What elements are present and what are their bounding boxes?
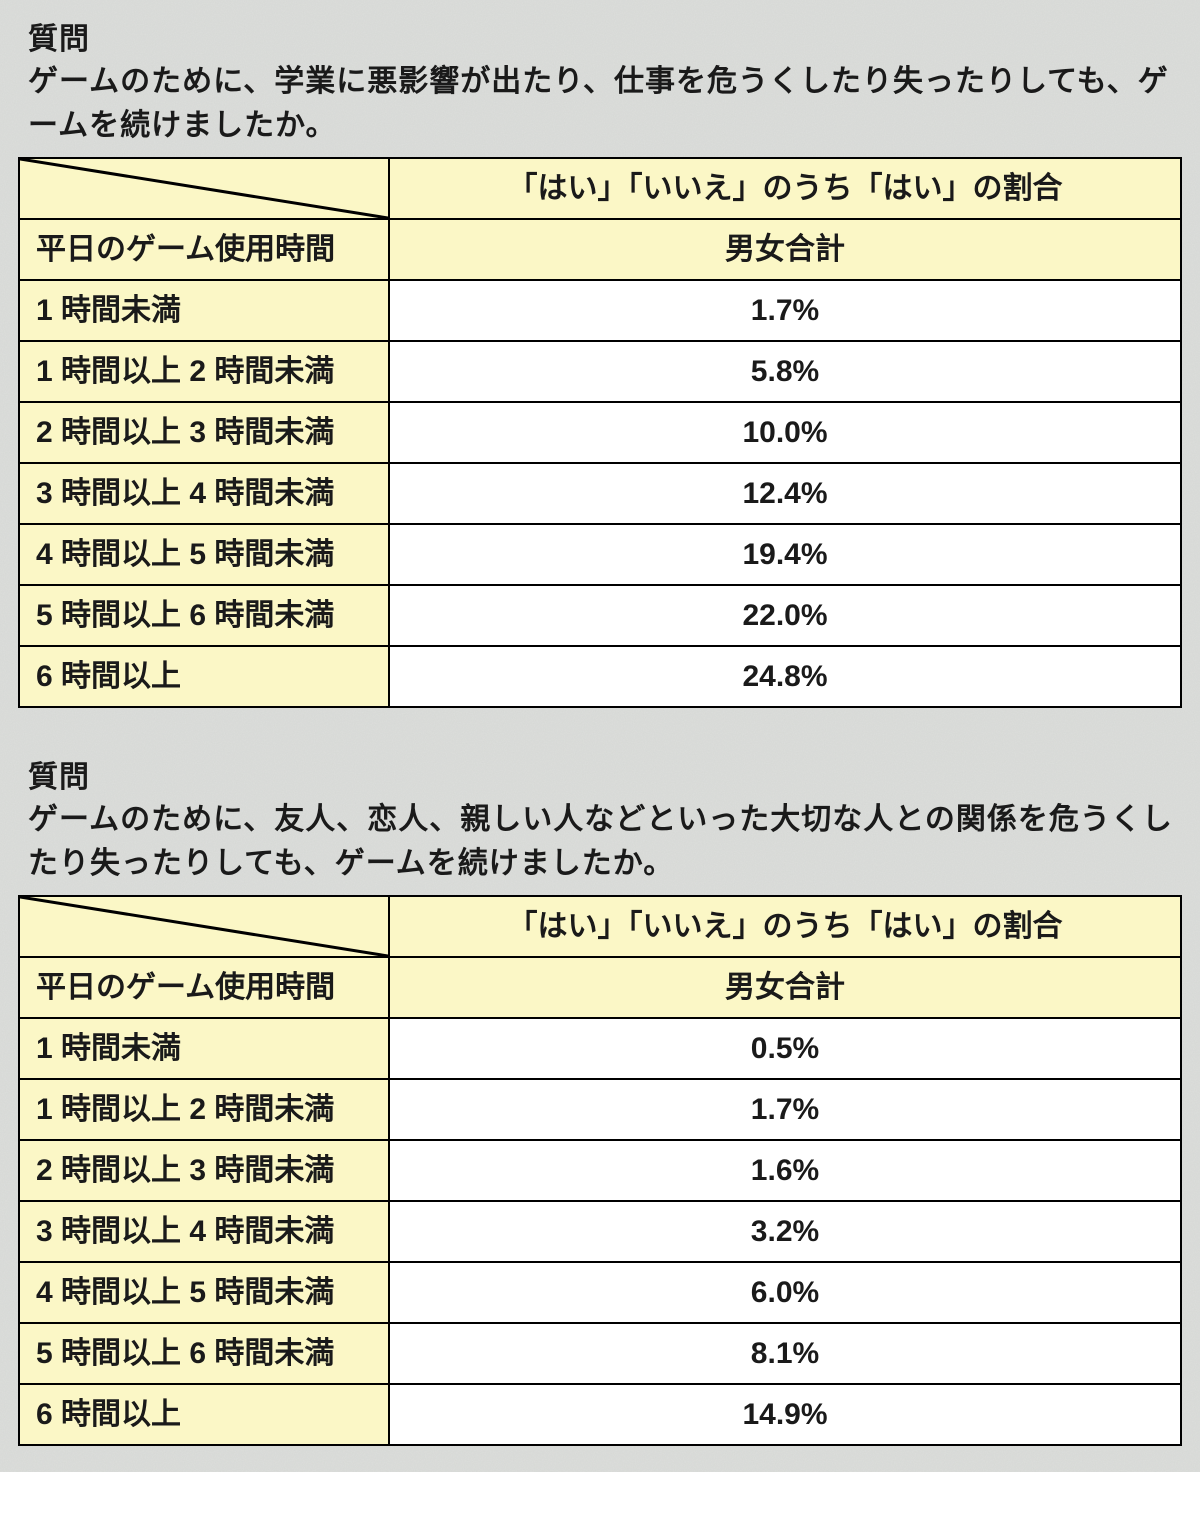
table-row: 3 時間以上 4 時間未満12.4% xyxy=(19,463,1181,524)
row-value: 10.0% xyxy=(389,402,1181,463)
table-row: 3 時間以上 4 時間未満3.2% xyxy=(19,1201,1181,1262)
row-value: 24.8% xyxy=(389,646,1181,707)
row-label: 2 時間以上 3 時間未満 xyxy=(19,402,389,463)
table-row: 1 時間以上 2 時間未満1.7% xyxy=(19,1079,1181,1140)
table-row: 5 時間以上 6 時間未満22.0% xyxy=(19,585,1181,646)
row-value: 12.4% xyxy=(389,463,1181,524)
content: 質問 ゲームのために、学業に悪影響が出たり、仕事を危うくしたり失ったりしても、ゲ… xyxy=(18,14,1182,1446)
row-value: 1.7% xyxy=(389,280,1181,341)
diagonal-header-cell xyxy=(19,158,389,219)
row-label: 6 時間以上 xyxy=(19,1384,389,1445)
row-label: 2 時間以上 3 時間未満 xyxy=(19,1140,389,1201)
question-text-2: ゲームのために、友人、恋人、親しい人などといった大切な人との関係を危うくしたり失… xyxy=(28,798,1182,885)
table-row: 6 時間以上24.8% xyxy=(19,646,1181,707)
table-row: 1 時間未満1.7% xyxy=(19,280,1181,341)
row-value: 0.5% xyxy=(389,1018,1181,1079)
page-root: 質問 ゲームのために、学業に悪影響が出たり、仕事を危うくしたり失ったりしても、ゲ… xyxy=(0,0,1200,1518)
table-2: 「はい」「いいえ」のうち「はい」の割合 平日のゲーム使用時間 男女合計 1 時間… xyxy=(18,895,1182,1446)
row-label: 1 時間以上 2 時間未満 xyxy=(19,341,389,402)
question-label-1: 質問 xyxy=(28,14,1182,58)
row-label: 3 時間以上 4 時間未満 xyxy=(19,1201,389,1262)
table-row: 2 時間以上 3 時間未満10.0% xyxy=(19,402,1181,463)
row-value: 19.4% xyxy=(389,524,1181,585)
row-label: 1 時間未満 xyxy=(19,280,389,341)
row-label: 3 時間以上 4 時間未満 xyxy=(19,463,389,524)
table-1: 「はい」「いいえ」のうち「はい」の割合 平日のゲーム使用時間 男女合計 1 時間… xyxy=(18,157,1182,708)
table-row: 「はい」「いいえ」のうち「はい」の割合 xyxy=(19,896,1181,957)
row-label: 6 時間以上 xyxy=(19,646,389,707)
row-label: 1 時間以上 2 時間未満 xyxy=(19,1079,389,1140)
question-label-2: 質問 xyxy=(28,752,1182,796)
row-label: 1 時間未満 xyxy=(19,1018,389,1079)
table-row: 1 時間以上 2 時間未満5.8% xyxy=(19,341,1181,402)
table-row: 4 時間以上 5 時間未満6.0% xyxy=(19,1262,1181,1323)
row-value: 6.0% xyxy=(389,1262,1181,1323)
row-value: 1.7% xyxy=(389,1079,1181,1140)
header-left: 平日のゲーム使用時間 xyxy=(19,957,389,1018)
table-row: 6 時間以上14.9% xyxy=(19,1384,1181,1445)
diagonal-header-cell xyxy=(19,896,389,957)
table-row: 「はい」「いいえ」のうち「はい」の割合 xyxy=(19,158,1181,219)
table-row: 2 時間以上 3 時間未満1.6% xyxy=(19,1140,1181,1201)
row-value: 22.0% xyxy=(389,585,1181,646)
row-label: 4 時間以上 5 時間未満 xyxy=(19,1262,389,1323)
table-row: 平日のゲーム使用時間 男女合計 xyxy=(19,957,1181,1018)
header-top-right: 「はい」「いいえ」のうち「はい」の割合 xyxy=(389,896,1181,957)
row-value: 14.9% xyxy=(389,1384,1181,1445)
header-right: 男女合計 xyxy=(389,957,1181,1018)
question-text-1: ゲームのために、学業に悪影響が出たり、仕事を危うくしたり失ったりしても、ゲームを… xyxy=(28,60,1182,147)
table-row: 1 時間未満0.5% xyxy=(19,1018,1181,1079)
row-value: 3.2% xyxy=(389,1201,1181,1262)
table-row: 4 時間以上 5 時間未満19.4% xyxy=(19,524,1181,585)
row-label: 5 時間以上 6 時間未満 xyxy=(19,585,389,646)
row-label: 5 時間以上 6 時間未満 xyxy=(19,1323,389,1384)
table-row: 平日のゲーム使用時間 男女合計 xyxy=(19,219,1181,280)
row-value: 1.6% xyxy=(389,1140,1181,1201)
header-top-right: 「はい」「いいえ」のうち「はい」の割合 xyxy=(389,158,1181,219)
header-left: 平日のゲーム使用時間 xyxy=(19,219,389,280)
row-value: 8.1% xyxy=(389,1323,1181,1384)
row-label: 4 時間以上 5 時間未満 xyxy=(19,524,389,585)
row-value: 5.8% xyxy=(389,341,1181,402)
header-right: 男女合計 xyxy=(389,219,1181,280)
table-row: 5 時間以上 6 時間未満8.1% xyxy=(19,1323,1181,1384)
